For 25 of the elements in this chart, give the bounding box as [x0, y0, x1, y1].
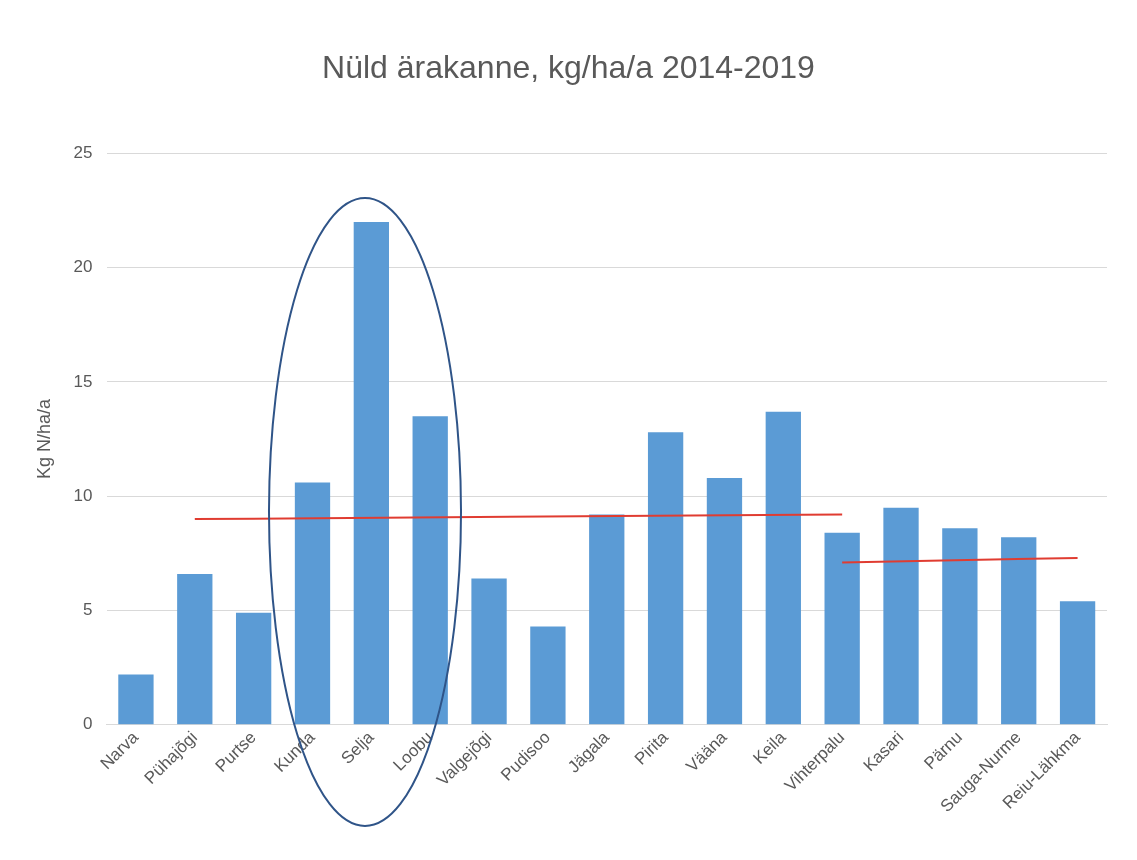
y-tick-label: 15 [73, 371, 93, 391]
y-tick-label: 5 [83, 600, 93, 620]
bar [412, 416, 448, 725]
bar [530, 626, 566, 725]
bar [177, 573, 213, 725]
bar [647, 432, 684, 725]
bar [353, 221, 389, 725]
chart-title: Nüld ärakanne, kg/ha/a 2014-2019 [322, 49, 815, 86]
bar [824, 532, 860, 725]
bar [589, 514, 625, 725]
y-tick-label: 25 [73, 143, 93, 163]
bar [765, 411, 801, 725]
y-tick-label: 10 [73, 485, 93, 505]
bar [471, 578, 507, 725]
y-tick-label: 0 [83, 714, 93, 734]
y-tick-label: 20 [73, 257, 93, 277]
bar [1059, 601, 1096, 725]
bar [118, 674, 154, 725]
bar [235, 612, 272, 725]
bar [1001, 537, 1037, 725]
bar [883, 507, 919, 725]
bar [706, 477, 743, 725]
bar [294, 482, 331, 725]
bar [942, 528, 978, 725]
y-axis-title: Kg N/ha/a [33, 398, 54, 480]
